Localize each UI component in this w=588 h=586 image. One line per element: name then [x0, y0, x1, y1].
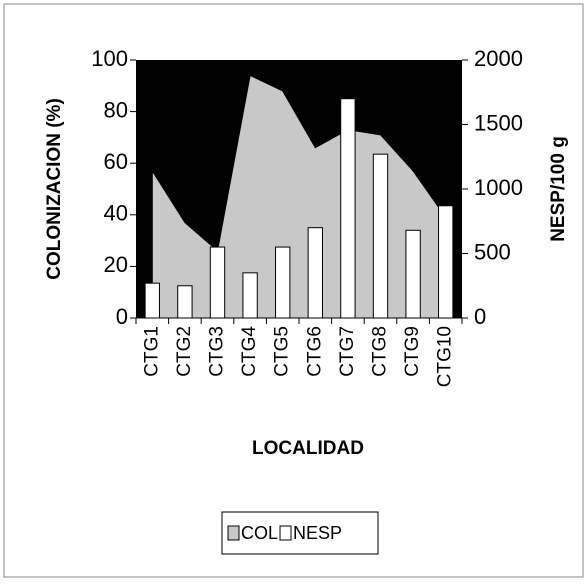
y-tick-label: 60: [104, 149, 128, 174]
y-tick-label: 0: [116, 304, 128, 329]
y2-tick-label: 0: [474, 304, 486, 329]
legend-swatch: [279, 525, 292, 541]
y-tick-label: 20: [104, 252, 128, 277]
bar: [209, 246, 226, 319]
y2-tick-label: 2000: [474, 46, 523, 71]
bar: [405, 229, 421, 319]
legend-swatch: [227, 525, 240, 541]
x-tick-label: CTG8: [370, 326, 391, 377]
bar: [438, 205, 454, 319]
y-tick-label: 80: [104, 97, 128, 122]
x-tick-label: CTG7: [337, 326, 358, 377]
x-tick-label: CTG5: [272, 326, 293, 377]
x-tick-label: CTG4: [239, 326, 260, 377]
x-tick-label: CTG3: [207, 326, 228, 377]
x-tick-label: CTG10: [435, 326, 456, 387]
y-tick-label: 40: [104, 201, 128, 226]
x-tick-label: CTG9: [402, 326, 423, 377]
y2-tick-label: 1500: [474, 110, 523, 135]
y2-tick-label: 1000: [474, 175, 523, 200]
bar: [144, 282, 160, 319]
legend-label: COL: [241, 523, 278, 543]
legend-label: NESP: [293, 523, 342, 543]
bar: [340, 98, 356, 319]
bar: [242, 272, 258, 319]
x-tick-label: CTG2: [174, 326, 195, 377]
bar: [275, 246, 291, 319]
y2-tick-label: 500: [474, 239, 511, 264]
y-tick-label: 100: [91, 46, 128, 71]
x-tick-label: CTG6: [304, 326, 325, 377]
bar: [372, 153, 389, 319]
legend: [221, 511, 379, 555]
x-axis-label: LOCALIDAD: [252, 438, 364, 459]
y-axis-label: COLONIZACION (%): [44, 98, 65, 280]
y2-axis-label: NESP/100 g: [548, 136, 569, 242]
x-tick-label: CTG1: [141, 326, 162, 377]
bar: [177, 285, 193, 319]
bar: [307, 227, 323, 319]
